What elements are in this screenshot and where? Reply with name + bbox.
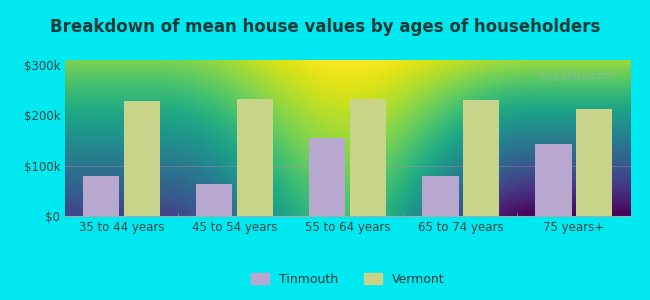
Bar <box>463 100 499 216</box>
Bar <box>83 176 120 216</box>
Bar <box>309 138 346 216</box>
Bar <box>350 99 386 216</box>
Text: Breakdown of mean house values by ages of householders: Breakdown of mean house values by ages o… <box>50 18 600 36</box>
Bar <box>196 184 233 216</box>
Bar <box>237 99 273 216</box>
Bar <box>536 144 572 216</box>
Bar <box>576 109 612 216</box>
Legend: Tinmouth, Vermont: Tinmouth, Vermont <box>246 268 450 291</box>
Bar <box>124 101 160 216</box>
Text: City-Data.com: City-Data.com <box>540 71 614 81</box>
Bar <box>422 176 459 216</box>
